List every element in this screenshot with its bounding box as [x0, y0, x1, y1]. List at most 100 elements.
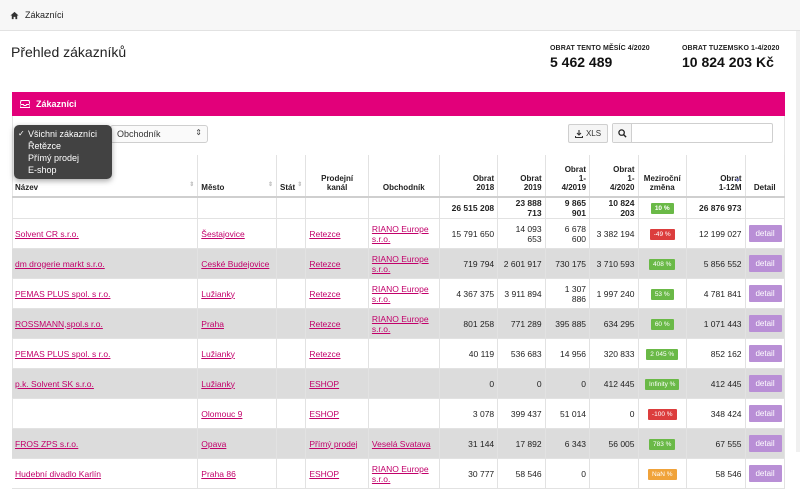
turnover-1-4-2020-cell: 0 — [589, 398, 639, 429]
turnover-12m-cell: 852 162 — [686, 338, 746, 369]
city-link[interactable]: Lužianky — [201, 348, 235, 359]
city-link[interactable]: Praha — [201, 318, 224, 329]
col-header-turnover-1-4-2020[interactable]: Obrat 1- 4/2020 — [589, 155, 639, 198]
turnover-2019-cell: 3 911 894 — [497, 278, 546, 309]
customer-name-link[interactable]: Solvent CR s.r.o. — [15, 228, 79, 239]
channel-link[interactable]: Retezce — [309, 288, 341, 299]
stat-value: 10 824 203 Kč — [682, 54, 774, 70]
col-header-turnover-1-4-2019[interactable]: Obrat 1- 4/2019 — [545, 155, 591, 198]
channel-link[interactable]: Retezce — [309, 318, 341, 329]
turnover-2018-cell: 30 777 — [439, 458, 499, 489]
city-link[interactable]: Lužianky — [201, 378, 235, 389]
dropdown-option-all[interactable]: ✓ Všichni zákazníci — [14, 128, 112, 140]
dropdown-option-eshop[interactable]: E-shop — [14, 164, 112, 176]
turnover-12m-cell: 67 555 — [686, 428, 746, 459]
sort-icon: ⇕ — [268, 182, 274, 188]
city-link[interactable]: Praha 86 — [201, 468, 236, 479]
detail-button[interactable]: detail — [748, 315, 782, 332]
city-link[interactable]: Ceské Budejovice — [201, 258, 270, 269]
dealer-link[interactable]: RIANO Europe s.r.o. — [371, 223, 429, 244]
yoy-badge: 2 045 % — [646, 348, 679, 360]
customer-type-dropdown[interactable]: ✓ Všichni zákazníci Řetězce Přímý prodej … — [14, 125, 112, 179]
inbox-icon — [20, 100, 30, 108]
detail-button[interactable]: detail — [748, 465, 782, 482]
detail-button[interactable]: detail — [748, 255, 782, 272]
col-header-dealer[interactable]: Obchodník — [368, 155, 440, 198]
scrollbar[interactable] — [796, 31, 800, 452]
turnover-12m-cell: 5 856 552 — [686, 248, 746, 279]
turnover-2019-cell: 14 093 653 — [497, 218, 546, 249]
channel-link[interactable]: ESHOP — [309, 408, 340, 419]
yoy-badge: -100 % — [647, 408, 677, 420]
stat-label: OBRAT TENTO MĚSÍC 4/2020 — [550, 45, 650, 52]
customer-name-link[interactable]: dm drogerie markt s.r.o. — [15, 258, 105, 269]
table-row: ROSSMANN,spol.s r.o. Praha Retezce RIANO Eu… — [12, 308, 786, 339]
col-header-turnover-2019[interactable]: Obrat 2019 — [497, 155, 546, 198]
customer-name-link[interactable]: PEMAS PLUS spol. s r.o. — [15, 348, 111, 359]
customer-name-link[interactable]: FROS ZPS s.r.o. — [15, 438, 79, 449]
state-cell — [276, 398, 307, 429]
col-header-yoy-change[interactable]: Meziroční změna — [638, 155, 687, 198]
channel-link[interactable]: Retezce — [309, 258, 341, 269]
xls-export-button[interactable]: XLS — [568, 124, 608, 143]
dealer-select[interactable]: Obchodník ⇕ — [110, 125, 208, 143]
dealer-link[interactable]: RIANO Europe s.r.o. — [371, 313, 429, 334]
dealer-link[interactable]: RIANO Europe s.r.o. — [371, 463, 429, 484]
detail-button[interactable]: detail — [748, 225, 782, 242]
breadcrumb-current[interactable]: Zákazníci — [25, 10, 64, 20]
search-button[interactable] — [613, 124, 632, 142]
customer-name-link[interactable]: p.k. Solvent SK s.r.o. — [15, 378, 94, 389]
dealer-link[interactable]: RIANO Europe s.r.o. — [371, 253, 429, 274]
customer-name-link[interactable]: Hudební divadlo Karlín — [15, 468, 102, 479]
city-link[interactable]: Opava — [201, 438, 227, 449]
turnover-2018-cell: 801 258 — [439, 308, 499, 339]
detail-button[interactable]: detail — [748, 375, 782, 392]
detail-button[interactable]: detail — [748, 435, 782, 452]
total-2019: 23 888 713 — [497, 197, 546, 219]
turnover-12m-cell: 412 445 — [686, 368, 746, 399]
stat-value: 5 462 489 — [550, 54, 613, 70]
detail-button[interactable]: detail — [748, 285, 782, 302]
panel-title: Zákazníci — [36, 99, 77, 109]
channel-link[interactable]: ESHOP — [309, 468, 340, 479]
home-icon[interactable] — [10, 11, 19, 20]
dealer-link[interactable]: Veselá Svatava — [371, 438, 431, 449]
dealer-select-value: Obchodník — [117, 129, 161, 139]
col-header-state[interactable]: Stát ⇕ — [276, 155, 307, 198]
col-header-turnover-2018[interactable]: Obrat 2018 — [439, 155, 499, 198]
dealer-link[interactable]: RIANO Europe s.r.o. — [371, 283, 429, 304]
channel-link[interactable]: Retezce — [309, 348, 341, 359]
yoy-badge: 60 % — [650, 318, 674, 330]
turnover-2018-cell: 4 367 375 — [439, 278, 499, 309]
channel-link[interactable]: Přímý prodej — [309, 438, 358, 449]
col-header-detail: Detail — [745, 155, 786, 198]
turnover-1-4-2020-cell — [589, 458, 639, 489]
col-header-turnover-12m[interactable]: Obrat 1-12M ▼ — [686, 155, 746, 198]
detail-button[interactable]: detail — [748, 345, 782, 362]
city-link[interactable]: Lužianky — [201, 288, 235, 299]
option-label: Všichni zákazníci — [28, 129, 98, 139]
dropdown-option-chains[interactable]: Řetězce — [14, 140, 112, 152]
turnover-2018-cell: 3 078 — [439, 398, 499, 429]
stat-month-turnover: OBRAT TENTO MĚSÍC 4/2020 5 462 489 — [550, 45, 650, 70]
col-header-channel[interactable]: Prodejní kanál — [305, 155, 369, 198]
state-cell — [276, 308, 307, 339]
customer-name-link[interactable]: ROSSMANN,spol.s r.o. — [15, 318, 103, 329]
turnover-1-4-2019-cell: 0 — [545, 368, 591, 399]
turnover-1-4-2020-cell: 3 382 194 — [589, 218, 639, 249]
sort-icon: ⇕ — [297, 182, 303, 188]
channel-link[interactable]: ESHOP — [309, 378, 340, 389]
turnover-12m-cell: 1 071 443 — [686, 308, 746, 339]
col-header-city[interactable]: Město ⇕ — [197, 155, 278, 198]
option-label: E-shop — [28, 165, 57, 175]
detail-button[interactable]: detail — [748, 405, 782, 422]
search-input[interactable] — [633, 124, 772, 142]
channel-link[interactable]: Retezce — [309, 228, 341, 239]
city-link[interactable]: Šestajovice — [201, 228, 245, 239]
turnover-12m-cell: 12 199 027 — [686, 218, 746, 249]
city-link[interactable]: Olomouc 9 — [201, 408, 243, 419]
customer-name-link[interactable]: PEMAS PLUS spol. s r.o. — [15, 288, 111, 299]
dropdown-option-direct-sale[interactable]: Přímý prodej — [14, 152, 112, 164]
panel-header: Zákazníci — [12, 92, 785, 116]
updown-icon: ⇕ — [195, 128, 202, 137]
